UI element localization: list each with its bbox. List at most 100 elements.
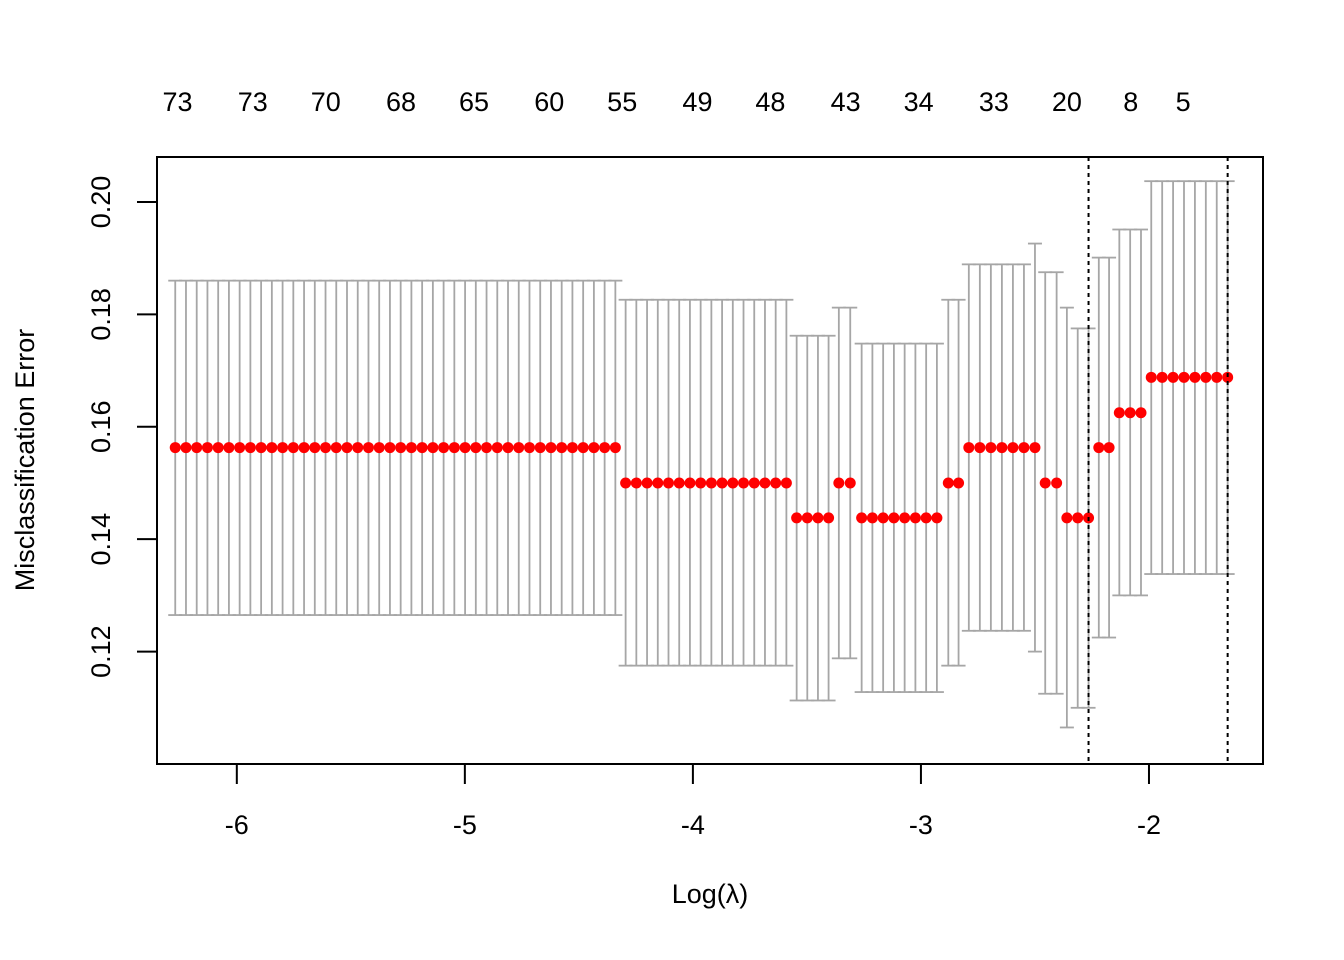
mean-point <box>909 512 921 524</box>
mean-point <box>974 442 986 454</box>
mean-point <box>801 512 813 524</box>
mean-point <box>427 442 439 454</box>
mean-point <box>566 442 578 454</box>
mean-point <box>255 442 267 454</box>
y-tick-label: 0.18 <box>86 288 116 341</box>
mean-point <box>1039 477 1051 489</box>
top-count-label: 34 <box>904 87 934 117</box>
mean-point <box>931 512 943 524</box>
mean-point <box>405 442 417 454</box>
mean-point <box>888 512 900 524</box>
mean-point <box>1103 442 1115 454</box>
mean-point <box>620 477 632 489</box>
mean-point <box>1093 442 1105 454</box>
mean-point <box>1061 512 1073 524</box>
mean-point <box>470 442 482 454</box>
mean-point <box>191 442 203 454</box>
mean-point <box>1135 407 1147 419</box>
mean-point <box>169 442 181 454</box>
mean-point <box>416 442 428 454</box>
mean-point <box>244 442 256 454</box>
mean-point <box>695 477 707 489</box>
mean-point <box>812 512 824 524</box>
top-count-label: 60 <box>534 87 564 117</box>
mean-point <box>673 477 685 489</box>
y-tick-label: 0.14 <box>86 513 116 566</box>
mean-point <box>373 442 385 454</box>
mean-point <box>287 442 299 454</box>
mean-point <box>556 442 568 454</box>
mean-point <box>223 442 235 454</box>
mean-point <box>942 477 954 489</box>
top-count-label: 65 <box>459 87 489 117</box>
mean-point <box>481 442 493 454</box>
mean-point <box>759 477 771 489</box>
mean-point <box>1167 371 1179 383</box>
mean-point <box>201 442 213 454</box>
mean-point <box>545 442 557 454</box>
mean-point <box>727 477 739 489</box>
y-tick-label: 0.12 <box>86 625 116 678</box>
mean-point <box>609 442 621 454</box>
mean-point <box>309 442 321 454</box>
x-axis: -6 -5 -4 -3 -2 <box>225 764 1161 840</box>
mean-point <box>630 477 642 489</box>
mean-point <box>844 477 856 489</box>
mean-point <box>577 442 589 454</box>
mean-point <box>1124 407 1136 419</box>
mean-point <box>823 512 835 524</box>
mean-point <box>1145 371 1157 383</box>
y-axis-label: Misclassification Error <box>10 329 40 592</box>
mean-point <box>588 442 600 454</box>
mean-point <box>705 477 717 489</box>
top-count-label: 8 <box>1123 87 1138 117</box>
mean-point <box>277 442 289 454</box>
mean-point <box>856 512 868 524</box>
top-count-label: 55 <box>607 87 637 117</box>
mean-point <box>1007 442 1019 454</box>
x-tick-label: -6 <box>225 810 249 840</box>
x-tick-label: -2 <box>1137 810 1161 840</box>
mean-point <box>330 442 342 454</box>
mean-point <box>491 442 503 454</box>
lambda-lines <box>1087 157 1229 764</box>
x-tick-label: -5 <box>453 810 477 840</box>
y-axis: 0.12 0.14 0.16 0.18 0.20 <box>86 176 157 678</box>
mean-point <box>362 442 374 454</box>
mean-point <box>459 442 471 454</box>
top-count-label: 48 <box>755 87 785 117</box>
top-count-label: 49 <box>682 87 712 117</box>
mean-point <box>1200 371 1212 383</box>
mean-point <box>523 442 535 454</box>
mean-point <box>266 442 278 454</box>
x-axis-label: Log(λ) <box>672 879 749 909</box>
mean-point <box>599 442 611 454</box>
mean-point <box>212 442 224 454</box>
plot-frame <box>156 156 1264 765</box>
mean-point <box>1029 442 1041 454</box>
top-count-label: 73 <box>238 87 268 117</box>
top-count-label: 73 <box>163 87 193 117</box>
mean-point <box>1072 512 1084 524</box>
mean-point <box>1178 371 1190 383</box>
mean-point <box>641 477 653 489</box>
mean-point <box>996 442 1008 454</box>
mean-point <box>833 477 845 489</box>
mean-point <box>1211 371 1223 383</box>
top-count-label: 5 <box>1176 87 1191 117</box>
top-count-label: 20 <box>1052 87 1082 117</box>
top-count-label: 68 <box>386 87 416 117</box>
mean-point <box>877 512 889 524</box>
mean-point <box>1018 442 1030 454</box>
mean-point <box>684 477 696 489</box>
mean-point <box>341 442 353 454</box>
mean-point <box>748 477 760 489</box>
y-tick-label: 0.16 <box>86 400 116 453</box>
mean-point <box>662 477 674 489</box>
error-bars <box>168 180 1235 729</box>
mean-point <box>1113 407 1125 419</box>
mean-point <box>1222 371 1234 383</box>
top-count-label: 43 <box>831 87 861 117</box>
top-count-label: 70 <box>311 87 341 117</box>
